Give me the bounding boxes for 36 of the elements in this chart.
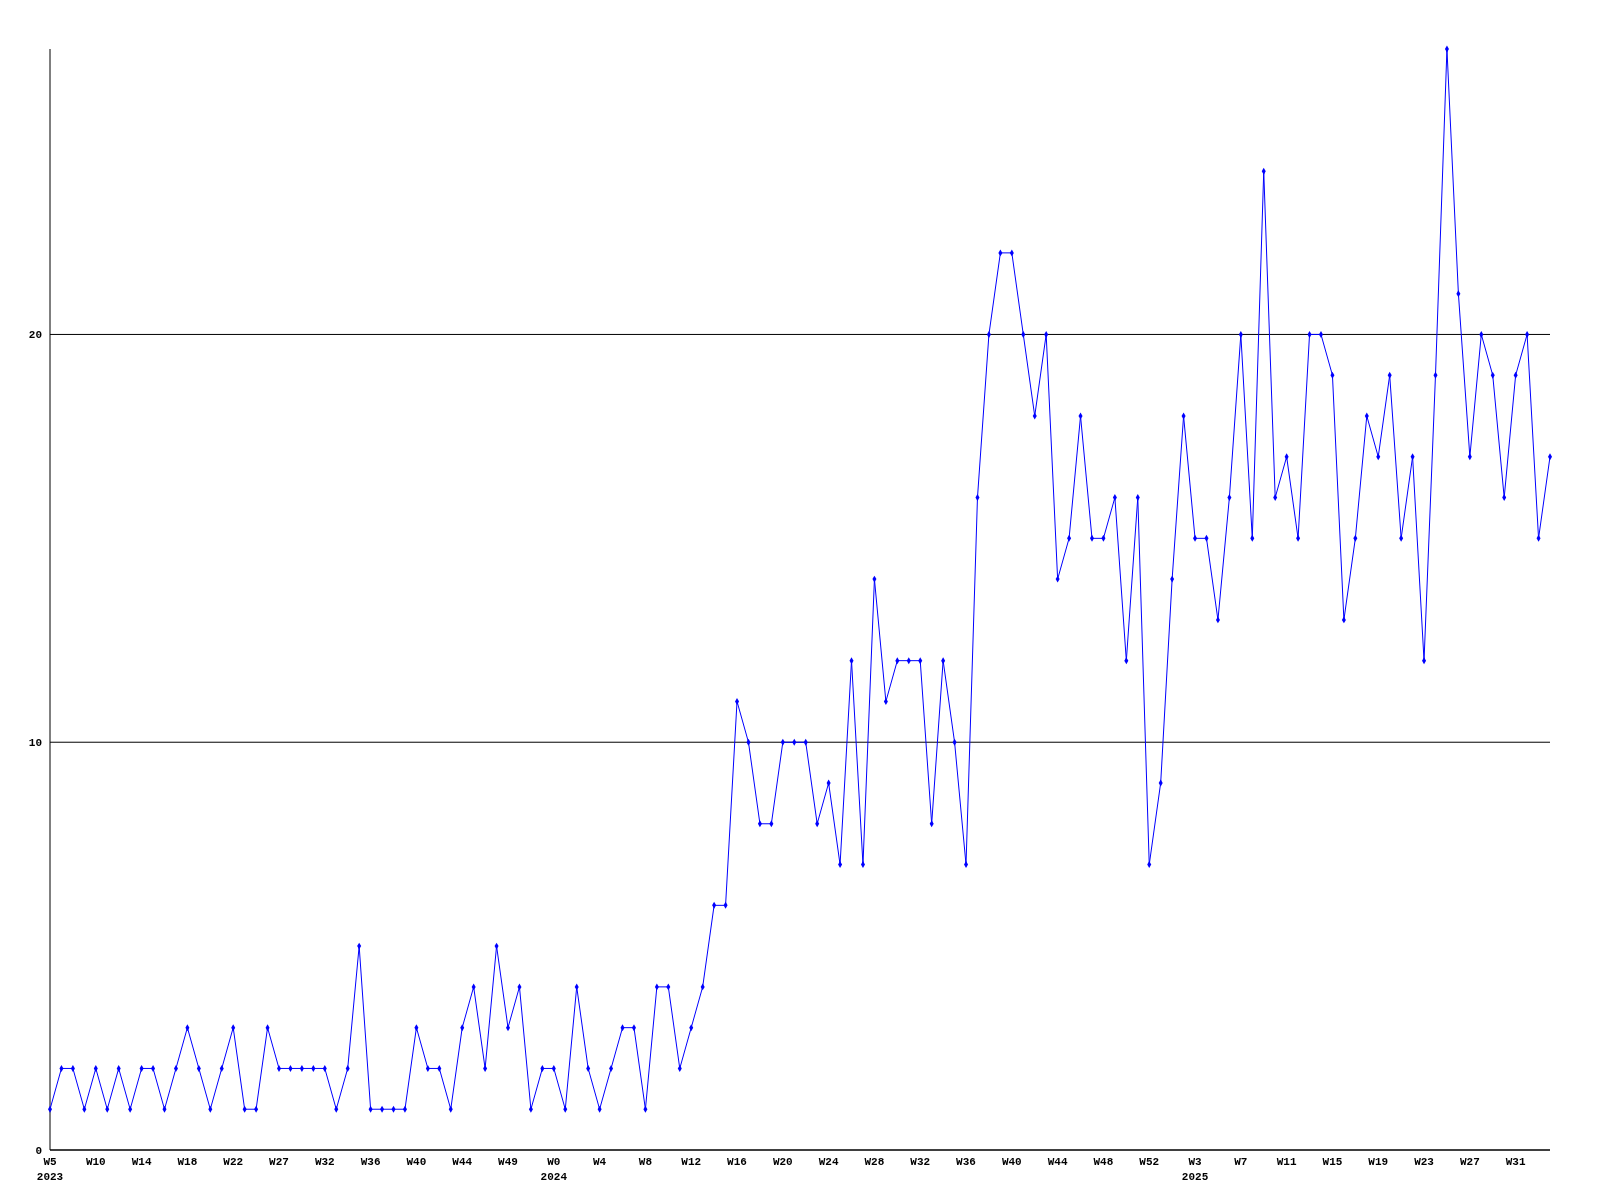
x-tick-label: W27 xyxy=(1459,1156,1480,1168)
x-tick-label: W32 xyxy=(314,1156,335,1168)
x-tick-label: W15 xyxy=(1322,1156,1343,1168)
x-tick-label: W18 xyxy=(177,1156,198,1168)
x-tick-label: W52 xyxy=(1139,1156,1160,1168)
x-tick-label: W3 2025 xyxy=(1181,1156,1209,1183)
x-tick-label: W48 xyxy=(1093,1156,1114,1168)
x-tick-label: W20 xyxy=(772,1156,793,1168)
x-tick-label: W8 xyxy=(638,1156,653,1168)
x-tick-label: W22 xyxy=(223,1156,244,1168)
x-tick-label: W11 xyxy=(1276,1156,1297,1168)
x-tick-label: W49 xyxy=(498,1156,518,1168)
x-tick-label: W10 xyxy=(85,1156,106,1168)
y-tick-label: 20 xyxy=(28,329,42,342)
x-tick-label: W32 xyxy=(910,1156,931,1168)
x-tick-label: W36 xyxy=(360,1156,381,1168)
x-tick-label: W36 xyxy=(956,1156,976,1168)
x-tick-label: W28 xyxy=(864,1156,885,1168)
x-tick-label: W24 xyxy=(818,1156,839,1168)
x-tick-label: W23 xyxy=(1414,1156,1435,1168)
x-tick-label: W44 xyxy=(452,1156,473,1168)
x-tick-label: W12 xyxy=(681,1156,702,1168)
y-tick-label: 10 xyxy=(28,737,42,750)
x-tick-label: W0 2024 xyxy=(540,1156,568,1183)
x-tick-label: W7 xyxy=(1234,1156,1248,1168)
x-tick-label: W16 xyxy=(727,1156,747,1168)
x-tick-label: W44 xyxy=(1047,1156,1068,1168)
x-tick-label: W40 xyxy=(1001,1156,1022,1168)
x-tick-label: W4 xyxy=(593,1156,607,1168)
x-tick-label: W5 2023 xyxy=(36,1156,64,1183)
x-tick-label: W14 xyxy=(131,1156,152,1168)
x-tick-label: W40 xyxy=(406,1156,427,1168)
y-tick-label: 0 xyxy=(35,1144,42,1157)
x-tick-label: W31 xyxy=(1505,1156,1526,1168)
x-tick-label: W19 xyxy=(1368,1156,1389,1168)
x-tick-label: W27 xyxy=(269,1156,289,1168)
